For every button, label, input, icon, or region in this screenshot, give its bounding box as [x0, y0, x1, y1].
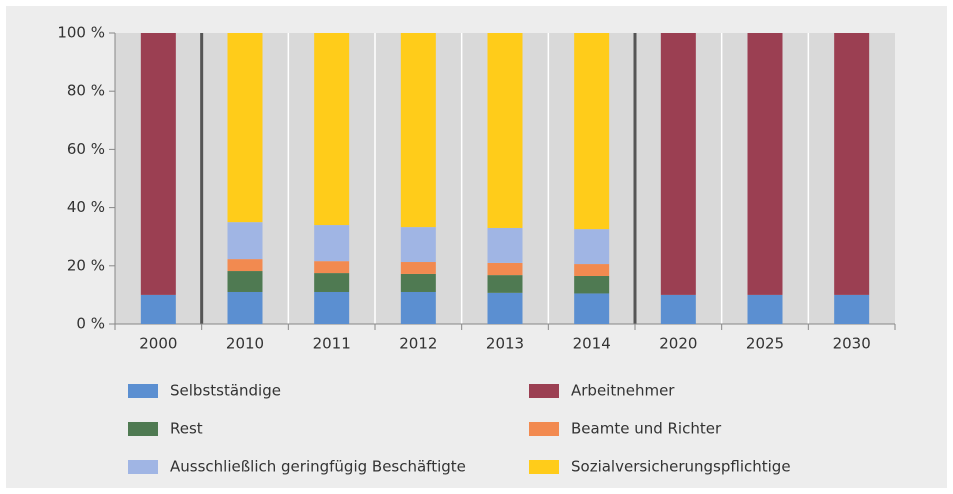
- bar-segment: [574, 33, 610, 230]
- bar-segment: [660, 33, 696, 295]
- x-tick-label: 2013: [486, 335, 524, 353]
- bar-segment: [314, 225, 350, 262]
- bar-segment: [140, 294, 176, 324]
- legend-label: Rest: [170, 420, 203, 438]
- bar-segment: [400, 291, 436, 324]
- y-tick-label: 100 %: [57, 24, 105, 42]
- bar-segment: [227, 222, 263, 260]
- bar-segment: [747, 294, 783, 324]
- bar-segment: [487, 262, 523, 276]
- bar-segment: [314, 273, 350, 292]
- x-tick-label: 2030: [833, 335, 871, 353]
- y-tick-label: 80 %: [67, 82, 105, 100]
- x-tick-label: 2014: [573, 335, 611, 353]
- y-tick-label: 40 %: [67, 198, 105, 216]
- bar-segment: [660, 294, 696, 324]
- bar-segment: [227, 259, 263, 272]
- bar-segment: [227, 271, 263, 292]
- bar-segment: [400, 273, 436, 292]
- bar-segment: [227, 33, 263, 223]
- x-tick-label: 2012: [399, 335, 437, 353]
- bar-segment: [314, 291, 350, 324]
- legend-label: Sozialversicherungspflichtige: [571, 458, 791, 476]
- bar-segment: [400, 33, 436, 228]
- legend-label: Selbstständige: [170, 382, 281, 400]
- legend-swatch: [529, 460, 559, 474]
- bar-segment: [487, 227, 523, 263]
- bar-segment: [574, 229, 610, 265]
- bar-segment: [400, 227, 436, 263]
- y-tick-label: 0 %: [76, 315, 105, 333]
- bar-segment: [400, 262, 436, 274]
- legend-label: Ausschließlich geringfügig Beschäftigte: [170, 458, 466, 476]
- bar-segment: [487, 33, 523, 228]
- bar-segment: [140, 33, 176, 295]
- bar-segment: [574, 264, 610, 276]
- legend-swatch: [128, 460, 158, 474]
- legend-swatch: [529, 422, 559, 436]
- bar-segment: [747, 33, 783, 295]
- legend-swatch: [128, 422, 158, 436]
- x-tick-label: 2011: [313, 335, 351, 353]
- y-tick-label: 20 %: [67, 256, 105, 274]
- bar-segment: [574, 275, 610, 294]
- legend-swatch: [529, 384, 559, 398]
- x-tick-label: 2000: [139, 335, 177, 353]
- bar-segment: [574, 293, 610, 324]
- legend-swatch: [128, 384, 158, 398]
- bar-segment: [314, 33, 350, 226]
- bar-segment: [227, 291, 263, 324]
- x-tick-label: 2020: [659, 335, 697, 353]
- legend-label: Beamte und Richter: [571, 420, 722, 438]
- bar-segment: [487, 292, 523, 324]
- bar-segment: [834, 33, 870, 295]
- bar-segment: [314, 261, 350, 274]
- legend-label: Arbeitnehmer: [571, 382, 675, 400]
- x-tick-label: 2025: [746, 335, 784, 353]
- bar-segment: [834, 294, 870, 324]
- bar-segment: [487, 275, 523, 293]
- y-tick-label: 60 %: [67, 140, 105, 158]
- x-tick-label: 2010: [226, 335, 264, 353]
